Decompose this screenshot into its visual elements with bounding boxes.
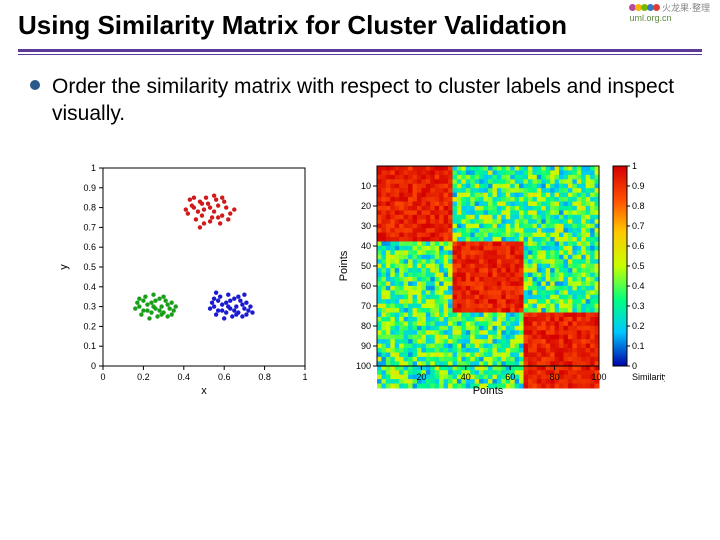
svg-text:1: 1: [632, 161, 637, 171]
svg-text:Points: Points: [473, 385, 504, 397]
svg-text:0.1: 0.1: [83, 341, 96, 351]
svg-text:Similarity: Similarity: [632, 372, 665, 382]
svg-text:1: 1: [302, 372, 307, 382]
brand-logo: 火龙果·整理 uml.org.cn: [629, 4, 710, 24]
logo-dots: [629, 3, 662, 13]
scatter-plot: 0 0.2 0.4 0.6 0.8 1 0 0.1 0.2 0.3 0.4 0.5 0.6 0.7 0.8 0…: [55, 158, 315, 398]
heatmap-figure: 10203040506070809010020406080100PointsPo…: [335, 158, 665, 403]
svg-text:60: 60: [505, 372, 515, 382]
svg-text:0.2: 0.2: [632, 321, 645, 331]
bullet-icon: [30, 80, 40, 90]
svg-text:10: 10: [361, 181, 371, 191]
scatter-figure: 0 0.2 0.4 0.6 0.8 1 0 0.1 0.2 0.3 0.4 0.5 0.6 0.7 0.8 0…: [55, 158, 315, 403]
bullet-text: Order the similarity matrix with respect…: [52, 73, 690, 128]
svg-text:0.4: 0.4: [83, 281, 96, 291]
svg-text:0.1: 0.1: [632, 341, 645, 351]
svg-text:0.8: 0.8: [83, 202, 96, 212]
svg-text:0.6: 0.6: [632, 241, 645, 251]
svg-text:0: 0: [100, 372, 105, 382]
svg-text:40: 40: [461, 372, 471, 382]
svg-text:0.7: 0.7: [83, 222, 96, 232]
svg-text:x: x: [201, 385, 207, 397]
svg-text:0.6: 0.6: [218, 372, 231, 382]
svg-text:100: 100: [591, 372, 606, 382]
svg-text:Points: Points: [338, 250, 350, 281]
svg-text:30: 30: [361, 221, 371, 231]
svg-text:80: 80: [550, 372, 560, 382]
svg-text:40: 40: [361, 241, 371, 251]
similarity-heatmap: 10203040506070809010020406080100PointsPo…: [335, 158, 665, 398]
svg-text:0.7: 0.7: [632, 221, 645, 231]
svg-text:0.4: 0.4: [632, 281, 645, 291]
svg-text:0.2: 0.2: [83, 321, 96, 331]
svg-text:0.3: 0.3: [83, 301, 96, 311]
svg-text:0.3: 0.3: [632, 301, 645, 311]
svg-text:20: 20: [416, 372, 426, 382]
svg-text:0.4: 0.4: [178, 372, 191, 382]
svg-text:y: y: [58, 263, 70, 269]
svg-text:90: 90: [361, 341, 371, 351]
svg-text:0.8: 0.8: [258, 372, 271, 382]
svg-text:0: 0: [91, 361, 96, 371]
slide-title: Using Similarity Matrix for Cluster Vali…: [0, 0, 720, 45]
svg-text:1: 1: [91, 163, 96, 173]
svg-text:60: 60: [361, 281, 371, 291]
svg-text:0.9: 0.9: [83, 182, 96, 192]
svg-text:100: 100: [356, 361, 371, 371]
svg-text:80: 80: [361, 321, 371, 331]
svg-text:0.8: 0.8: [632, 201, 645, 211]
bullet-item: Order the similarity matrix with respect…: [30, 73, 690, 128]
svg-text:0.5: 0.5: [632, 261, 645, 271]
svg-text:0.5: 0.5: [83, 262, 96, 272]
svg-text:20: 20: [361, 201, 371, 211]
svg-text:0.2: 0.2: [137, 372, 150, 382]
svg-text:70: 70: [361, 301, 371, 311]
svg-text:0.6: 0.6: [83, 242, 96, 252]
logo-top-text: 火龙果·整理: [662, 3, 710, 13]
svg-text:0: 0: [632, 361, 637, 371]
logo-bottom-text: uml.org.cn: [629, 13, 671, 23]
svg-text:50: 50: [361, 261, 371, 271]
svg-text:0.9: 0.9: [632, 181, 645, 191]
